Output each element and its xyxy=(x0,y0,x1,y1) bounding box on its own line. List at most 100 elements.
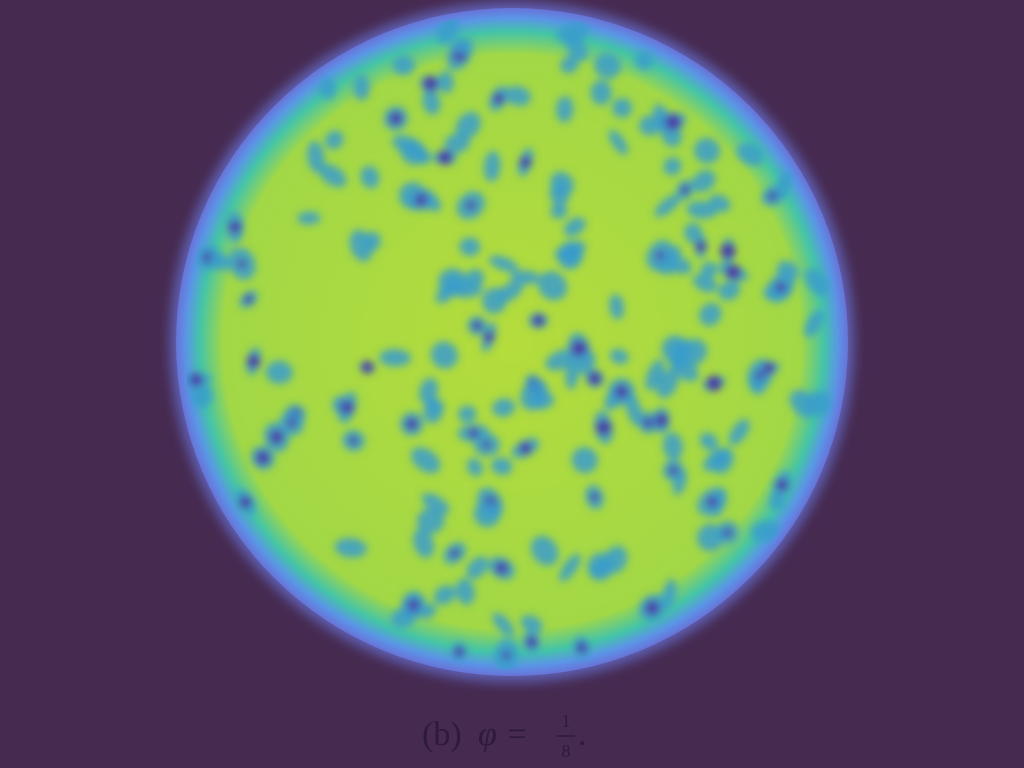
spot-core xyxy=(654,413,669,427)
spot xyxy=(334,537,367,558)
spot-core xyxy=(466,200,476,210)
spot-core xyxy=(614,384,629,399)
spot xyxy=(550,203,568,219)
spot-core xyxy=(237,259,247,268)
spot xyxy=(662,432,683,460)
spot xyxy=(590,80,612,105)
spot xyxy=(728,419,750,446)
caption: (b) φ = 1 8 . xyxy=(422,711,587,761)
spot xyxy=(520,379,549,411)
spot xyxy=(189,383,213,409)
spot xyxy=(663,157,682,176)
spot-core xyxy=(437,150,453,165)
spot xyxy=(634,50,654,71)
spot xyxy=(662,578,677,611)
spot-core xyxy=(664,114,681,131)
spot-core xyxy=(228,220,242,234)
spot xyxy=(451,37,473,55)
spot-core xyxy=(525,636,538,648)
spot-core xyxy=(450,548,460,558)
spot xyxy=(750,520,782,543)
spot-core xyxy=(287,418,297,428)
spot xyxy=(307,140,325,173)
spot-core xyxy=(775,282,787,293)
spot xyxy=(379,348,412,367)
spot xyxy=(364,231,381,251)
spot xyxy=(410,447,441,474)
spot-core xyxy=(189,373,203,387)
spot xyxy=(775,169,793,202)
spot-core xyxy=(482,440,491,449)
spot-core xyxy=(255,450,270,465)
spot-core xyxy=(495,561,509,575)
spot-core xyxy=(244,294,254,304)
spot xyxy=(297,211,321,225)
spot-core xyxy=(349,436,358,445)
spot-core xyxy=(720,243,736,259)
spot xyxy=(577,351,596,375)
spot xyxy=(421,493,450,515)
spot xyxy=(492,398,516,417)
spot-core xyxy=(776,478,789,491)
spot xyxy=(686,200,718,219)
spot xyxy=(804,309,825,338)
spot xyxy=(608,130,629,155)
spot-core xyxy=(668,465,679,476)
spot xyxy=(360,165,380,189)
spot xyxy=(488,255,519,272)
spot-core xyxy=(422,76,438,91)
spot-core xyxy=(340,400,354,414)
spot xyxy=(625,393,643,426)
spot xyxy=(571,446,598,474)
spot-core xyxy=(468,428,479,439)
spot xyxy=(638,115,662,136)
spot-core xyxy=(655,250,665,260)
spot xyxy=(509,270,541,285)
spot xyxy=(265,360,293,384)
spot xyxy=(483,151,501,182)
spot xyxy=(505,86,531,106)
spot xyxy=(422,88,441,115)
spot xyxy=(436,16,460,44)
spot xyxy=(692,273,718,293)
caption-numerator: 1 xyxy=(562,711,571,731)
spot xyxy=(718,280,741,301)
spot-core xyxy=(595,419,612,436)
spot-core xyxy=(762,362,775,375)
spot xyxy=(458,405,477,423)
defect-spots xyxy=(184,16,832,670)
spot-core xyxy=(361,360,374,374)
caption-label: (b) xyxy=(422,716,462,753)
spot xyxy=(392,55,415,76)
spot xyxy=(804,268,830,297)
spot xyxy=(696,523,724,552)
spot xyxy=(530,535,559,566)
spot-core xyxy=(706,496,718,508)
spot xyxy=(482,287,507,314)
spot xyxy=(455,111,481,140)
spot xyxy=(325,130,344,150)
caption-end: . xyxy=(578,716,587,753)
spot xyxy=(691,169,716,193)
spot xyxy=(466,458,483,477)
spot xyxy=(425,195,442,212)
spot xyxy=(670,356,699,382)
spot xyxy=(593,52,622,79)
spot xyxy=(609,294,625,320)
spot-core xyxy=(706,375,722,392)
spot xyxy=(433,585,456,605)
spot xyxy=(419,377,439,405)
spot xyxy=(667,255,692,275)
spot xyxy=(466,556,489,580)
spot xyxy=(694,137,721,164)
spot xyxy=(420,603,437,620)
spot-core xyxy=(680,185,690,195)
spot xyxy=(654,194,681,217)
spot-core xyxy=(576,641,588,654)
spot xyxy=(353,74,370,101)
spot xyxy=(563,217,586,237)
caption-lhs: φ = xyxy=(478,716,528,753)
spot xyxy=(612,97,633,118)
